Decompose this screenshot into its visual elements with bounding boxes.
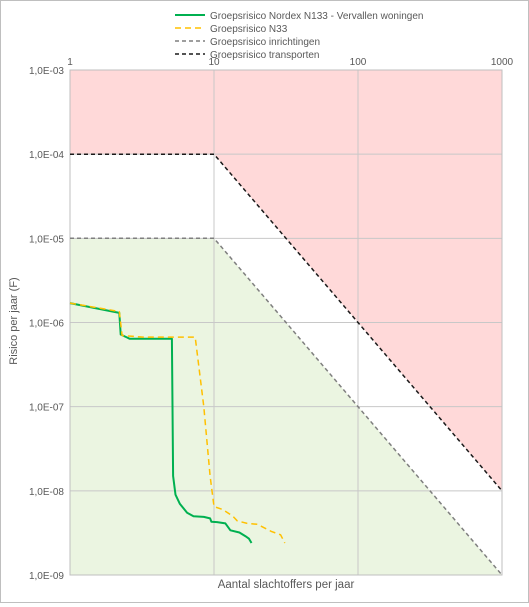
- plot-area-border: [69, 69, 503, 576]
- y-tick-label-3: 1,0E-06: [29, 319, 64, 330]
- series-line-3: [70, 153, 503, 492]
- region-0: [70, 70, 502, 491]
- x-axis-title: Aantal slachtoffers per jaar: [218, 579, 355, 591]
- legend-label-0: Groepsrisico Nordex N133 - Vervallen won…: [210, 11, 423, 22]
- series-line-1: [69, 302, 286, 544]
- y-tick-label-5: 1,0E-08: [29, 487, 64, 498]
- y-axis-title: Risico per jaar (F): [8, 277, 20, 364]
- x-tick-label-3: 1000: [491, 57, 514, 68]
- x-tick-label-0: 1: [67, 57, 73, 68]
- legend-label-3: Groepsrisico transporten: [210, 50, 320, 61]
- x-tick-label-2: 100: [350, 57, 367, 68]
- series-line-2: [70, 237, 503, 576]
- y-tick-label-6: 1,0E-09: [29, 571, 64, 582]
- series-line-0: [69, 302, 253, 544]
- legend-label-2: Groepsrisico inrichtingen: [210, 37, 320, 48]
- axes: 1,0E-03 1,0E-04 1,0E-05 1,0E-06 1,0E-07 1,0E-…: [29, 57, 514, 582]
- y-tick-label-0: 1,0E-03: [29, 66, 64, 77]
- y-tick-label-4: 1,0E-07: [29, 403, 64, 414]
- x-tick-label-1: 10: [208, 57, 220, 68]
- series-lines: [69, 153, 503, 576]
- legend: Groepsrisico Nordex N133 - Vervallen won…: [175, 11, 423, 61]
- y-tick-label-2: 1,0E-05: [29, 234, 64, 245]
- y-tick-label-1: 1,0E-04: [29, 150, 64, 161]
- legend-label-1: Groepsrisico N33: [210, 24, 288, 35]
